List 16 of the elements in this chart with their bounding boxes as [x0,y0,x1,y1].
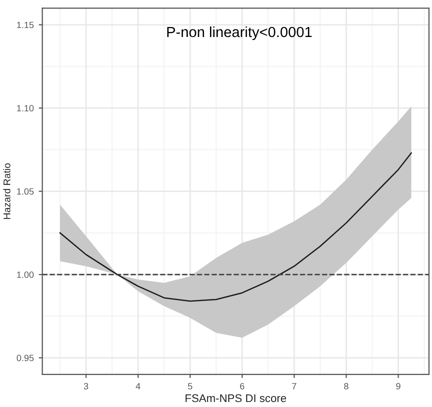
x-tick-label: 4 [136,383,140,390]
x-tick-label: 8 [344,383,348,390]
annotation: P-non linearity<0.0001 [167,26,312,40]
y-tick-label: 1.15 [17,22,34,28]
y-tick-label: 1.00 [17,272,34,278]
y-axis-title: Hazard Ratio [3,163,10,219]
x-tick-label: 5 [188,383,192,390]
x-tick-label: 3 [84,383,88,390]
y-tick-label: 0.95 [16,354,34,362]
x-tick-label: 9 [396,383,400,390]
y-tick-label: 1.10 [17,105,34,112]
y-tick-label: 1.05 [17,188,34,195]
x-tick-label: 7 [292,383,296,390]
line-series [59,152,412,302]
x-tick-label: 6 [240,383,244,390]
x-axis-title: FSAm-NPS DI score [186,394,286,402]
